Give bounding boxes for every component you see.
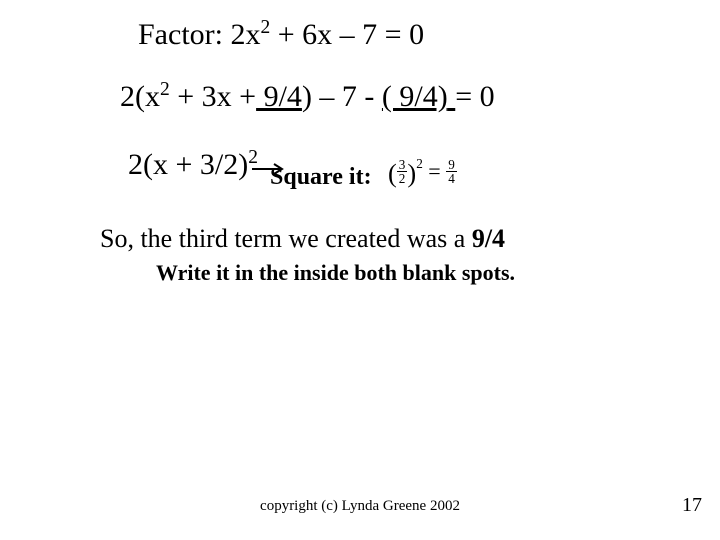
l2-tail: = 0 xyxy=(455,80,494,113)
square-it-label: Square it: xyxy=(270,164,372,191)
l2-mid2: ) – 7 - xyxy=(302,80,382,113)
square-it-text: Square it: xyxy=(270,164,372,190)
formula-num1: 3 xyxy=(397,158,408,172)
formula-lparen: ( xyxy=(388,158,397,188)
l1-pre: Factor: 2x xyxy=(138,18,260,51)
l1-sup: 2 xyxy=(260,17,270,38)
page-number-text: 17 xyxy=(682,494,702,516)
formula-frac2: 94 xyxy=(446,158,457,185)
l2-pre: 2(x xyxy=(120,80,160,113)
formula-rparen: ) xyxy=(407,158,416,188)
formula-exp: 2 xyxy=(416,156,423,171)
formula-den2: 4 xyxy=(446,172,457,185)
l4-pre: So, the third term we created was a xyxy=(100,224,472,253)
l4-bold: 9/4 xyxy=(472,224,505,253)
line-factored: 2(x + 3/2)2 xyxy=(128,148,258,182)
l2-mid1: + 3x + xyxy=(170,80,256,113)
l3-pre: 2(x + 3/2) xyxy=(128,148,248,181)
page-number: 17 xyxy=(682,494,702,517)
line-expanded: 2(x2 + 3x + 9/4) – 7 - ( 9/4) = 0 xyxy=(120,80,495,114)
formula-den1: 2 xyxy=(397,172,408,185)
line-factor: Factor: 2x2 + 6x – 7 = 0 xyxy=(138,18,424,52)
formula-frac1: 32 xyxy=(397,158,408,185)
l2-ul1: 9/4 xyxy=(256,80,302,113)
footer-copy-text: copyright (c) Lynda Greene 2002 xyxy=(260,498,460,514)
l5-text: Write it in the inside both blank spots. xyxy=(156,260,515,285)
footer-copyright: copyright (c) Lynda Greene 2002 xyxy=(0,498,720,515)
formula-eq: = xyxy=(423,159,446,184)
line-write-it: Write it in the inside both blank spots. xyxy=(156,260,515,286)
l2-sup: 2 xyxy=(160,79,170,100)
l1-post: + 6x – 7 = 0 xyxy=(270,18,424,51)
formula-num2: 9 xyxy=(446,158,457,172)
l2-ul2a: ( 9/4) xyxy=(382,80,448,113)
formula-square: (32)2 = 94 xyxy=(388,158,457,189)
line-so-third-term: So, the third term we created was a 9/4 xyxy=(100,224,505,254)
